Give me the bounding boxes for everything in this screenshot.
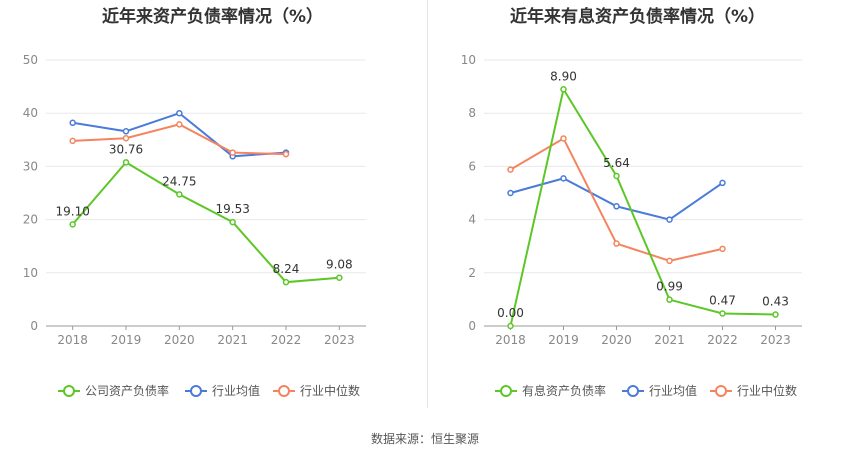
data-point [507,189,514,197]
data-point [719,310,726,317]
data-label: 19.53 [215,202,249,216]
y-tick-label: 40 [23,106,38,120]
source-note: 数据来源：恒生聚源 [370,432,479,446]
left-chart-panel: 近年来资产负债率情况（%） 0 10 20 30 40 50 2018 2019 2020 202… [0,0,425,410]
data-label: 9.08 [326,258,353,272]
legend-item: 行业均值 [185,383,260,398]
legend-marker [190,385,202,397]
data-point [229,218,236,226]
legend-item: 行业中位数 [273,383,360,398]
x-tick-label: 2019 [111,333,142,347]
x-tick-label: 2019 [548,333,579,347]
data-point [122,128,130,135]
legend-label: 有息资产负债率 [522,383,606,398]
data-point [176,109,183,117]
data-point [666,257,673,265]
legend-item: 公司资产负债率 [58,383,169,398]
data-point [176,191,183,198]
legend-label: 行业均值 [212,383,260,398]
data-point [613,172,620,180]
y-tick-label: 4 [468,213,476,227]
data-point [560,135,567,142]
data-point [719,179,726,187]
x-tick-label: 2020 [164,333,195,347]
data-point [336,274,343,281]
data-label: 0.00 [497,306,524,320]
data-point [507,166,514,173]
series-line [71,161,340,284]
x-tick-label: 2023 [760,333,791,347]
data-point [613,240,620,247]
data-point [560,86,567,93]
data-point [69,221,76,228]
data-label: 0.99 [656,280,683,294]
y-tick-label: 0 [468,319,476,333]
data-label: 5.64 [603,156,630,170]
x-tick-label: 2018 [57,333,88,347]
legend-label: 行业均值 [649,383,697,398]
data-point [507,322,514,330]
data-label: 8.24 [273,262,300,276]
data-point [229,149,236,156]
data-point [282,150,290,158]
legend-marker [627,385,639,397]
data-label: 0.47 [709,293,736,307]
legend-marker [278,385,290,397]
y-tick-label: 2 [468,266,476,280]
panel-divider [427,0,428,408]
x-tick-label: 2022 [271,333,302,347]
data-point [560,175,567,182]
data-point [69,119,76,127]
legend-item: 有息资产负债率 [495,383,606,398]
x-tick-label: 2021 [217,333,248,347]
y-tick-label: 8 [468,106,476,120]
series-line [509,86,776,327]
y-tick-label: 50 [23,53,38,67]
data-point [719,245,726,253]
x-tick-label: 2021 [654,333,685,347]
y-tick-label: 10 [23,266,38,280]
data-point [666,216,673,223]
data-point [122,159,130,166]
legend-label: 行业中位数 [737,383,797,398]
y-tick-label: 6 [468,159,476,173]
legend-item: 行业中位数 [710,383,797,398]
right-chart-panel: 近年来有息资产负债率情况（%） 0 2 4 6 8 10 2018 2019 2020 2021 2… [425,0,850,410]
x-tick-label: 2018 [495,333,526,347]
data-label: 8.90 [550,69,577,83]
data-point [69,137,76,145]
x-tick-label: 2020 [601,333,632,347]
data-point [122,134,130,142]
data-point [176,121,183,128]
data-label: 19.10 [55,204,89,218]
legend-marker [63,385,75,397]
legend-marker [715,385,727,397]
right-chart-svg: 0 2 4 6 8 10 2018 2019 2020 2021 2022 2023 0.00 8.90 5… [461,53,802,398]
data-point [613,203,620,210]
data-label: 30.76 [109,142,143,156]
legend-marker [500,385,512,397]
y-tick-label: 10 [461,53,476,67]
left-chart-title: 近年来资产负债率情况（%） [101,7,324,27]
data-point [772,311,779,318]
legend-label: 行业中位数 [300,383,360,398]
legend-label: 公司资产负债率 [85,383,169,398]
x-tick-label: 2023 [324,333,355,347]
data-label: 0.43 [762,295,789,309]
x-tick-label: 2022 [707,333,738,347]
right-chart-title: 近年来有息资产负债率情况（%） [509,7,766,27]
legend-item: 行业均值 [622,383,697,398]
y-tick-label: 30 [23,159,38,173]
y-tick-label: 20 [23,213,38,227]
data-point [666,296,673,303]
left-chart-svg: 0 10 20 30 40 50 2018 2019 2020 2021 2022 2023 19.10… [23,53,366,398]
series-line [72,112,287,158]
data-label: 24.75 [162,174,196,188]
y-tick-label: 0 [30,319,38,333]
data-point [282,278,290,286]
